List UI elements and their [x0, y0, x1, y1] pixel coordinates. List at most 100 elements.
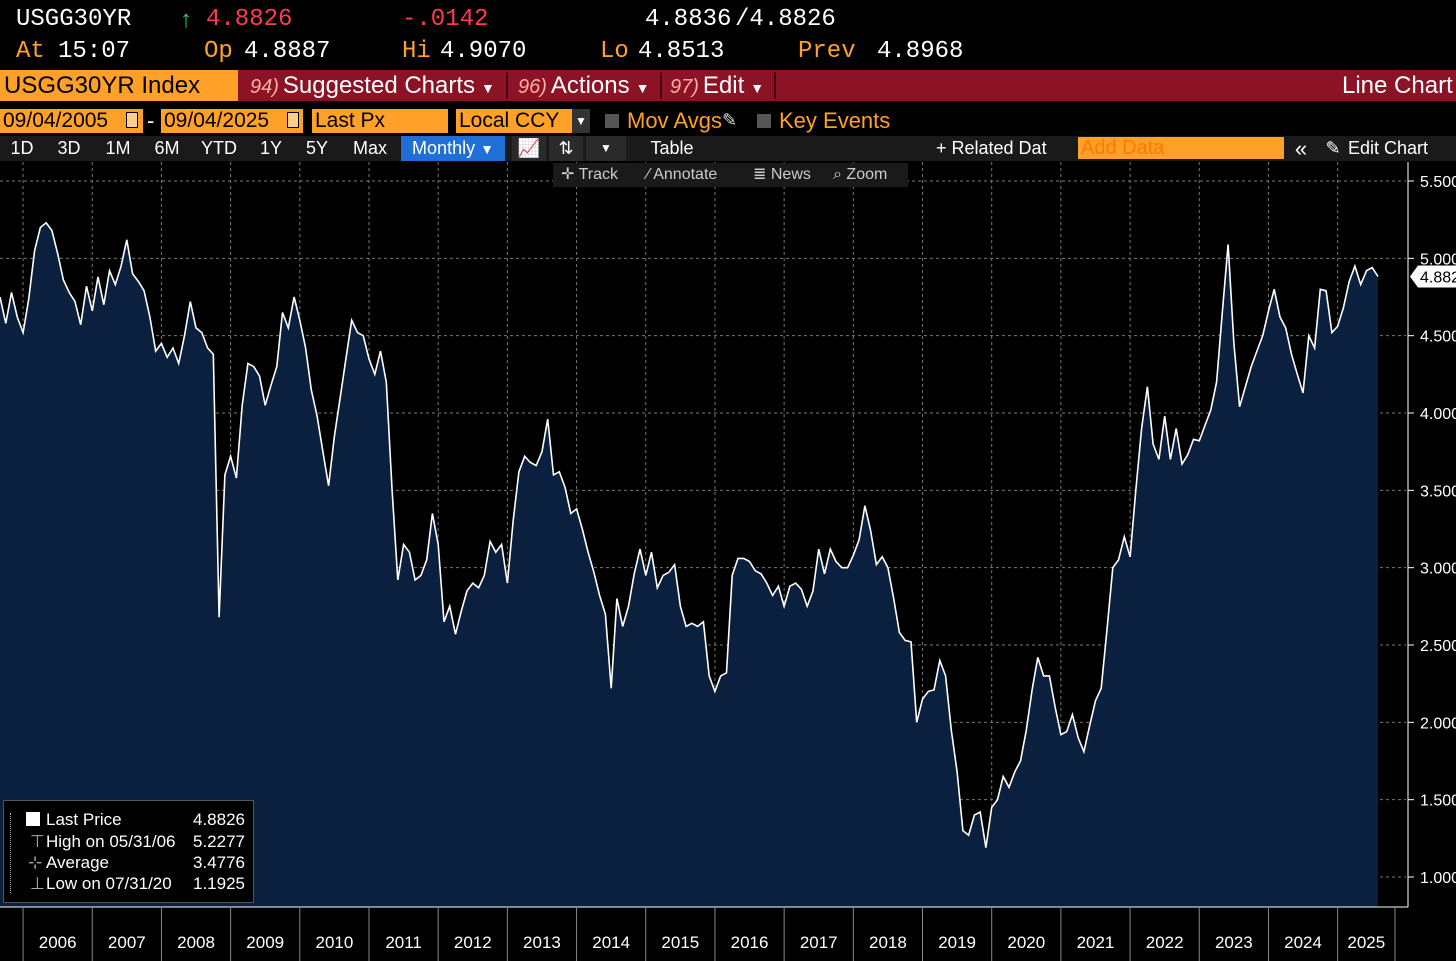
high-marker-icon: ⊤ — [30, 832, 45, 851]
period-1y[interactable]: 1Y — [259, 138, 283, 158]
x-tick-label: 2022 — [1146, 933, 1184, 952]
x-tick-label: 2007 — [108, 933, 146, 952]
legend-last-label: Last Price — [46, 810, 122, 829]
low-value: 4.8513 — [638, 38, 725, 65]
low-label: Lo — [600, 38, 629, 65]
x-tick-label: 2024 — [1284, 933, 1322, 952]
chevron-down-icon: ▼ — [480, 141, 494, 157]
x-tick-label: 2013 — [523, 933, 561, 952]
at-label: At — [16, 38, 45, 65]
period-6m[interactable]: 6M — [154, 138, 180, 158]
x-tick-label: 2006 — [39, 933, 77, 952]
chart-tools: ✛ Track ∕ Annotate ≣ News ⌕ Zoom — [553, 163, 908, 187]
prev-label: Prev — [798, 38, 856, 65]
related-data-button[interactable]: + Related Dat — [936, 138, 1047, 158]
news-tool[interactable]: ≣ News — [753, 163, 811, 187]
edit-chart-button[interactable]: Edit Chart — [1348, 138, 1429, 158]
annotate-tool[interactable]: ∕ Annotate — [647, 163, 717, 187]
mov-avgs-checkbox[interactable] — [605, 114, 619, 128]
crosshair-icon: ✛ — [561, 166, 575, 183]
chevron-down-icon[interactable]: ▼ — [572, 109, 590, 133]
legend-average-label: Average — [46, 853, 110, 872]
security-input[interactable]: USGG30YR Index — [0, 70, 238, 101]
legend-swatch — [26, 812, 40, 826]
price-area-fill — [0, 222, 1378, 908]
key-events-checkbox[interactable] — [757, 114, 771, 128]
bid-value: 4.8836 — [645, 6, 732, 33]
ask-value: /4.8826 — [735, 6, 836, 33]
y-tick-label: 3.000 — [1420, 561, 1456, 578]
pencil-icon: ✎ — [1325, 138, 1341, 158]
chart-legend: Last Price 4.8826 ⊤ High on 05/31/06 5.2… — [3, 800, 254, 903]
y-tick-label: 2.000 — [1420, 715, 1456, 732]
annotate-label: Annotate — [653, 166, 718, 183]
y-tick-label: 2.500 — [1420, 638, 1456, 655]
last-price-tag-label: 4.8826 — [1420, 269, 1456, 286]
chevron-down-icon: ▼ — [750, 80, 765, 96]
y-tick-label: 4.500 — [1420, 329, 1456, 346]
calendar-icon[interactable] — [287, 112, 299, 128]
currency-selector[interactable]: Local CCY ▼ — [456, 109, 590, 133]
up-arrow-icon: ↑ — [180, 6, 192, 33]
suggested-charts-number: 94) — [250, 76, 279, 98]
edit-number: 97) — [670, 76, 699, 98]
frequency-dropdown[interactable]: Monthly ▼ — [401, 136, 505, 161]
high-label: Hi — [402, 38, 431, 65]
period-1m[interactable]: 1M — [105, 138, 131, 158]
y-tick-label: 1.000 — [1420, 870, 1456, 887]
news-icon: ≣ — [753, 166, 767, 183]
bar-style-icon[interactable]: ⇅ — [549, 136, 583, 161]
legend-average-value: 3.4776 — [193, 853, 245, 872]
field-selector[interactable]: Last Px — [312, 109, 448, 133]
date-range-dash: - — [147, 108, 155, 133]
start-date-field[interactable]: 09/04/2005 — [0, 109, 143, 133]
magnifier-icon: ⌕ — [833, 166, 842, 183]
news-label: News — [770, 166, 811, 183]
table-button[interactable]: Table — [650, 138, 694, 158]
key-events-label[interactable]: Key Events — [779, 108, 891, 133]
x-tick-label: 2009 — [246, 933, 284, 952]
low-marker-icon: ⊥ — [30, 874, 45, 893]
x-tick-label: 2018 — [869, 933, 907, 952]
edit-menu[interactable]: 97) Edit ▼ — [670, 70, 764, 101]
period-1d[interactable]: 1D — [10, 138, 34, 158]
x-tick-label: 2011 — [385, 933, 422, 952]
frequency-value: Monthly — [412, 138, 476, 158]
x-tick-label: 2025 — [1347, 933, 1385, 952]
add-data-input[interactable]: Add Data — [1078, 137, 1284, 159]
prev-value: 4.8968 — [877, 38, 964, 65]
menu-bar: 94) Suggested Charts ▼ 96) Actions ▼ 97) Edit… — [0, 70, 1456, 101]
legend-low-value: 1.1925 — [193, 874, 245, 893]
menu-divider — [506, 72, 508, 99]
zoom-tool[interactable]: ⌕ Zoom — [833, 163, 887, 187]
x-tick-label: 2023 — [1215, 933, 1253, 952]
collapse-icon[interactable]: « — [1294, 136, 1308, 161]
mov-avgs-label[interactable]: Mov Avgs — [627, 108, 722, 133]
period-max[interactable]: Max — [352, 138, 387, 158]
ticker-symbol: USGG30YR — [16, 6, 132, 33]
x-axis: 2006 2007 2008 2009 2010 2011 2012 2013 2014 2015… — [0, 906, 1408, 961]
zoom-label: Zoom — [846, 166, 888, 183]
menu-divider — [660, 72, 662, 99]
period-3d[interactable]: 3D — [57, 138, 81, 158]
chevron-down-icon[interactable]: ▼ — [586, 136, 626, 161]
x-tick-label: 2015 — [661, 933, 699, 952]
period-ytd[interactable]: YTD — [201, 138, 237, 158]
actions-menu[interactable]: 96) Actions ▼ — [518, 70, 649, 101]
track-tool[interactable]: ✛ Track — [561, 163, 618, 187]
chevron-down-icon: ▼ — [481, 80, 495, 96]
x-tick-label: 2021 — [1077, 933, 1115, 952]
x-tick-label: 2020 — [1007, 933, 1045, 952]
suggested-charts-menu[interactable]: 94) Suggested Charts ▼ — [250, 70, 495, 101]
end-date-field[interactable]: 09/04/2025 — [161, 109, 303, 133]
x-tick-label: 2012 — [454, 933, 492, 952]
line-chart-icon[interactable]: 📈 — [512, 136, 546, 161]
period-5y[interactable]: 5Y — [305, 138, 329, 158]
pencil-icon[interactable]: ✎ — [722, 110, 738, 130]
chart-type-label[interactable]: Line Chart — [1342, 72, 1453, 99]
x-tick-label: 2014 — [592, 933, 630, 952]
chevron-down-icon: ▼ — [635, 80, 650, 96]
legend-high-value: 5.2277 — [193, 832, 245, 851]
calendar-icon[interactable] — [126, 112, 138, 128]
